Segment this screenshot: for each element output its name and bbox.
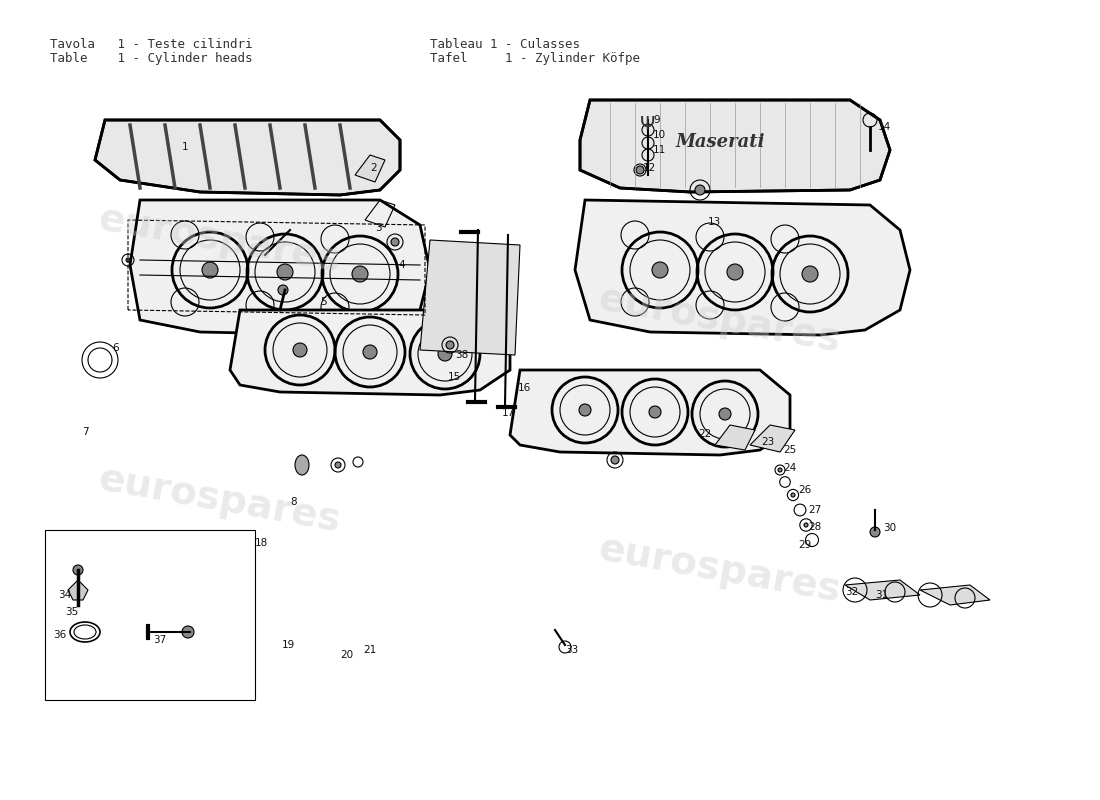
Text: 25: 25 — [783, 445, 796, 455]
Circle shape — [652, 262, 668, 278]
Text: 2: 2 — [370, 163, 376, 173]
Circle shape — [802, 266, 818, 282]
Text: 28: 28 — [808, 522, 822, 532]
Text: 23: 23 — [761, 437, 774, 447]
Circle shape — [649, 406, 661, 418]
Text: 35: 35 — [65, 607, 78, 617]
Text: 15: 15 — [448, 372, 461, 382]
Polygon shape — [95, 120, 400, 195]
Polygon shape — [68, 580, 88, 600]
Circle shape — [636, 166, 644, 174]
Text: 26: 26 — [798, 485, 812, 495]
Text: 21: 21 — [363, 645, 376, 655]
Circle shape — [278, 285, 288, 295]
Text: Tafel     1 - Zylinder Köfpe: Tafel 1 - Zylinder Köfpe — [430, 52, 640, 65]
Text: 14: 14 — [878, 122, 891, 132]
Text: 3: 3 — [375, 223, 382, 233]
Text: Maserati: Maserati — [675, 133, 764, 151]
Circle shape — [73, 565, 82, 575]
Circle shape — [182, 626, 194, 638]
Text: 1: 1 — [182, 142, 188, 152]
Text: 12: 12 — [644, 163, 657, 173]
Text: Table    1 - Cylinder heads: Table 1 - Cylinder heads — [50, 52, 253, 65]
Circle shape — [390, 238, 399, 246]
Text: 18: 18 — [255, 538, 268, 548]
Text: 4: 4 — [398, 260, 405, 270]
Circle shape — [336, 462, 341, 468]
Polygon shape — [575, 200, 910, 335]
Text: 17: 17 — [502, 408, 515, 418]
Text: 11: 11 — [653, 145, 667, 155]
Polygon shape — [130, 200, 430, 335]
Text: 29: 29 — [798, 540, 812, 550]
Circle shape — [363, 345, 377, 359]
Text: eurospares: eurospares — [596, 530, 844, 610]
Text: 34: 34 — [58, 590, 72, 600]
Ellipse shape — [295, 455, 309, 475]
Circle shape — [791, 493, 795, 497]
Polygon shape — [580, 100, 890, 192]
Circle shape — [352, 266, 368, 282]
Text: 22: 22 — [698, 429, 712, 439]
Text: 13: 13 — [708, 217, 722, 227]
Polygon shape — [750, 425, 795, 452]
Polygon shape — [355, 155, 385, 182]
Text: eurospares: eurospares — [96, 200, 344, 280]
Circle shape — [446, 341, 454, 349]
Polygon shape — [230, 310, 510, 395]
Text: 8: 8 — [290, 497, 297, 507]
Circle shape — [727, 264, 742, 280]
Text: 32: 32 — [845, 587, 858, 597]
Circle shape — [277, 264, 293, 280]
Circle shape — [126, 258, 130, 262]
Text: 27: 27 — [808, 505, 822, 515]
Circle shape — [293, 343, 307, 357]
Text: 31: 31 — [874, 590, 889, 600]
Text: 33: 33 — [565, 645, 579, 655]
Circle shape — [778, 468, 782, 472]
Text: Tableau 1 - Culasses: Tableau 1 - Culasses — [430, 38, 580, 51]
Text: 9: 9 — [653, 115, 660, 125]
Text: 19: 19 — [282, 640, 295, 650]
Text: 5: 5 — [320, 297, 327, 307]
Circle shape — [870, 527, 880, 537]
Polygon shape — [715, 425, 755, 450]
Text: 24: 24 — [783, 463, 796, 473]
Circle shape — [202, 262, 218, 278]
Text: eurospares: eurospares — [96, 460, 344, 540]
Circle shape — [579, 404, 591, 416]
Text: 30: 30 — [883, 523, 896, 533]
Polygon shape — [420, 240, 520, 355]
Text: 36: 36 — [53, 630, 66, 640]
Circle shape — [695, 185, 705, 195]
Circle shape — [804, 523, 808, 527]
Polygon shape — [845, 580, 920, 600]
Polygon shape — [510, 370, 790, 455]
Circle shape — [719, 408, 732, 420]
Text: 7: 7 — [82, 427, 89, 437]
Text: Ψ: Ψ — [640, 115, 656, 134]
Text: 6: 6 — [112, 343, 119, 353]
Polygon shape — [920, 585, 990, 605]
Text: eurospares: eurospares — [596, 280, 844, 360]
Circle shape — [438, 347, 452, 361]
Circle shape — [610, 456, 619, 464]
Text: 20: 20 — [340, 650, 353, 660]
Text: 37: 37 — [153, 635, 166, 645]
Text: 10: 10 — [653, 130, 667, 140]
Text: 16: 16 — [518, 383, 531, 393]
Text: Tavola   1 - Teste cilindri: Tavola 1 - Teste cilindri — [50, 38, 253, 51]
Text: 38: 38 — [455, 350, 469, 360]
